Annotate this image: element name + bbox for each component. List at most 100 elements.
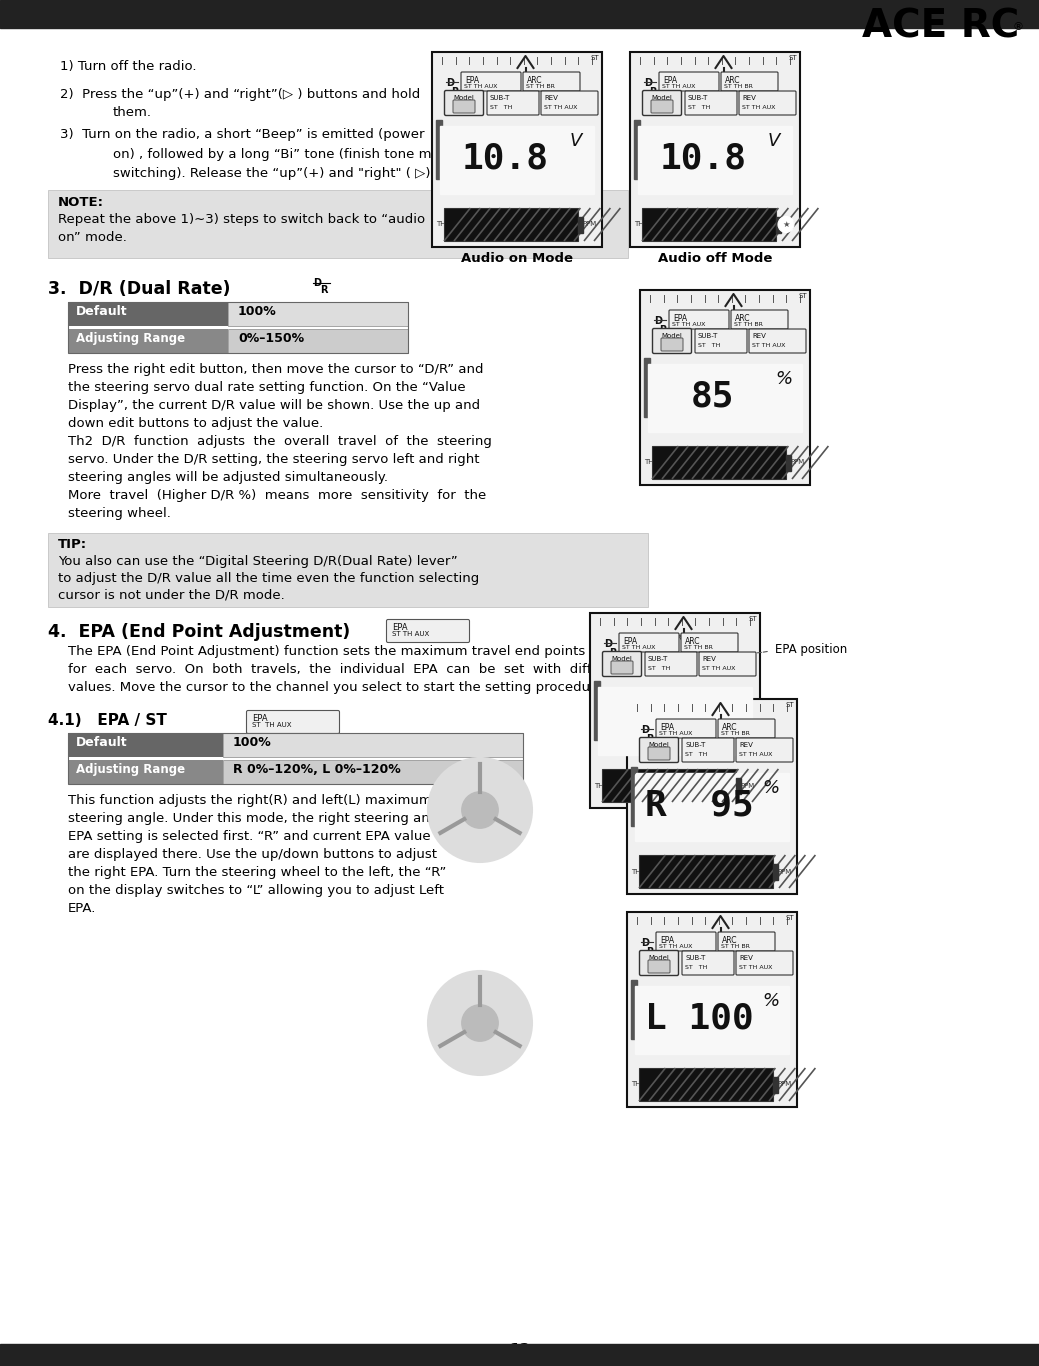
Text: Audio on Mode: Audio on Mode: [461, 251, 572, 265]
Text: SUB-T: SUB-T: [688, 96, 709, 101]
Text: EPA position: EPA position: [775, 643, 847, 656]
Bar: [631, 981, 637, 1038]
Text: REV: REV: [739, 955, 753, 962]
Text: Adjusting Range: Adjusting Range: [76, 764, 185, 776]
Bar: [228, 329, 408, 352]
Text: REV: REV: [739, 742, 753, 749]
Bar: [578, 217, 583, 234]
Text: D: D: [644, 78, 652, 87]
Text: TH: TH: [634, 221, 643, 228]
Text: The EPA (End Point Adjustment) function sets the maximum travel end points: The EPA (End Point Adjustment) function …: [68, 645, 585, 658]
Bar: [773, 865, 778, 880]
Text: Model: Model: [454, 96, 475, 101]
Circle shape: [461, 792, 498, 828]
Text: on” mode.: on” mode.: [58, 231, 127, 245]
Text: 2)  Press the “up”(+) and “right”(▷ ) buttons and hold: 2) Press the “up”(+) and “right”(▷ ) but…: [60, 87, 420, 101]
Text: Default: Default: [76, 736, 128, 749]
Text: ST TH AUX: ST TH AUX: [672, 322, 705, 326]
Text: ST   TH: ST TH: [685, 753, 708, 757]
Text: ARC: ARC: [685, 637, 700, 646]
Text: TH: TH: [631, 869, 640, 874]
FancyBboxPatch shape: [639, 951, 678, 975]
Text: EPA: EPA: [623, 637, 637, 646]
Text: servo. Under the D/R setting, the steering servo left and right: servo. Under the D/R setting, the steeri…: [68, 454, 480, 466]
Text: ST: ST: [590, 55, 600, 61]
Bar: [602, 769, 736, 802]
Text: REV: REV: [752, 333, 766, 339]
Text: Th2  D/R  function  adjusts  the  overall  travel  of  the  steering: Th2 D/R function adjusts the overall tra…: [68, 434, 491, 448]
Text: %: %: [762, 992, 779, 1011]
Text: 3.  D/R (Dual Rate): 3. D/R (Dual Rate): [48, 280, 237, 298]
Bar: [785, 455, 791, 471]
Text: R: R: [659, 325, 666, 335]
Bar: [639, 1068, 773, 1101]
Bar: [594, 682, 600, 740]
Text: Model: Model: [648, 955, 669, 962]
FancyBboxPatch shape: [387, 620, 470, 642]
Text: EPA setting is selected first. “R” and current EPA value: EPA setting is selected first. “R” and c…: [68, 831, 430, 843]
Bar: [48, 533, 648, 607]
Text: 100%: 100%: [233, 736, 272, 749]
Text: PPM: PPM: [790, 459, 804, 466]
Text: 3)  Turn on the radio, a short “Beep” is emitted (power: 3) Turn on the radio, a short “Beep” is …: [60, 128, 425, 141]
Text: REV: REV: [544, 96, 558, 101]
Text: PPM: PPM: [582, 221, 596, 228]
Text: PPM: PPM: [740, 783, 754, 788]
Text: values. Move the cursor to the channel you select to start the setting procedure: values. Move the cursor to the channel y…: [68, 682, 608, 694]
Text: R 0%–120%, L 0%–120%: R 0%–120%, L 0%–120%: [233, 764, 401, 776]
Circle shape: [778, 216, 794, 232]
Text: Model: Model: [651, 96, 672, 101]
Text: %: %: [762, 780, 779, 798]
Text: SUB-T: SUB-T: [685, 955, 705, 962]
Bar: [68, 734, 523, 784]
Text: ST: ST: [748, 616, 757, 622]
Bar: [638, 126, 792, 194]
FancyBboxPatch shape: [541, 92, 598, 115]
Text: ST TH AUX: ST TH AUX: [659, 731, 692, 736]
Text: More  travel  (Higher D/R %)  means  more  sensitivity  for  the: More travel (Higher D/R %) means more se…: [68, 489, 486, 501]
FancyBboxPatch shape: [651, 100, 673, 113]
Text: ST TH AUX: ST TH AUX: [464, 83, 498, 89]
Bar: [630, 52, 800, 247]
FancyBboxPatch shape: [669, 310, 729, 329]
Text: Audio off Mode: Audio off Mode: [658, 251, 772, 265]
FancyBboxPatch shape: [661, 337, 683, 351]
Text: EPA: EPA: [663, 76, 677, 85]
FancyBboxPatch shape: [639, 738, 678, 762]
Text: %: %: [775, 370, 792, 388]
Text: ST   TH: ST TH: [648, 667, 670, 671]
FancyBboxPatch shape: [523, 72, 580, 92]
FancyBboxPatch shape: [682, 951, 734, 975]
FancyBboxPatch shape: [445, 90, 483, 116]
Text: steering angles will be adjusted simultaneously.: steering angles will be adjusted simulta…: [68, 471, 388, 484]
Text: You also can use the “Digital Steering D/R(Dual Rate) lever”: You also can use the “Digital Steering D…: [58, 555, 458, 568]
FancyBboxPatch shape: [699, 652, 756, 676]
FancyBboxPatch shape: [656, 932, 716, 951]
Bar: [432, 52, 602, 247]
Text: PPM: PPM: [777, 869, 792, 874]
Text: SUB-T: SUB-T: [490, 96, 510, 101]
Text: TH: TH: [436, 221, 446, 228]
Text: the steering servo dual rate setting function. On the “Value: the steering servo dual rate setting fun…: [68, 381, 465, 393]
Bar: [736, 779, 741, 794]
Text: Repeat the above 1)∼3) steps to switch back to “audio: Repeat the above 1)∼3) steps to switch b…: [58, 213, 425, 225]
Text: PPM: PPM: [777, 1082, 792, 1087]
Text: 4.1)   EPA / ST: 4.1) EPA / ST: [48, 713, 167, 728]
Text: D: D: [641, 938, 649, 948]
Text: ST TH AUX: ST TH AUX: [622, 645, 656, 650]
Bar: [444, 208, 578, 240]
Text: D: D: [313, 279, 321, 288]
Text: SUB-T: SUB-T: [698, 333, 718, 339]
Text: EPA: EPA: [252, 714, 268, 723]
Text: ST TH BR: ST TH BR: [526, 83, 555, 89]
Text: ST: ST: [798, 292, 807, 299]
FancyBboxPatch shape: [453, 100, 475, 113]
Text: EPA: EPA: [660, 936, 674, 945]
Text: TIP:: TIP:: [58, 538, 87, 550]
FancyBboxPatch shape: [718, 719, 775, 738]
Bar: [640, 290, 810, 485]
Text: L 100: L 100: [645, 1003, 754, 1035]
Text: EPA: EPA: [392, 623, 407, 632]
Text: D: D: [641, 725, 649, 735]
Text: ST TH AUX: ST TH AUX: [752, 343, 785, 348]
